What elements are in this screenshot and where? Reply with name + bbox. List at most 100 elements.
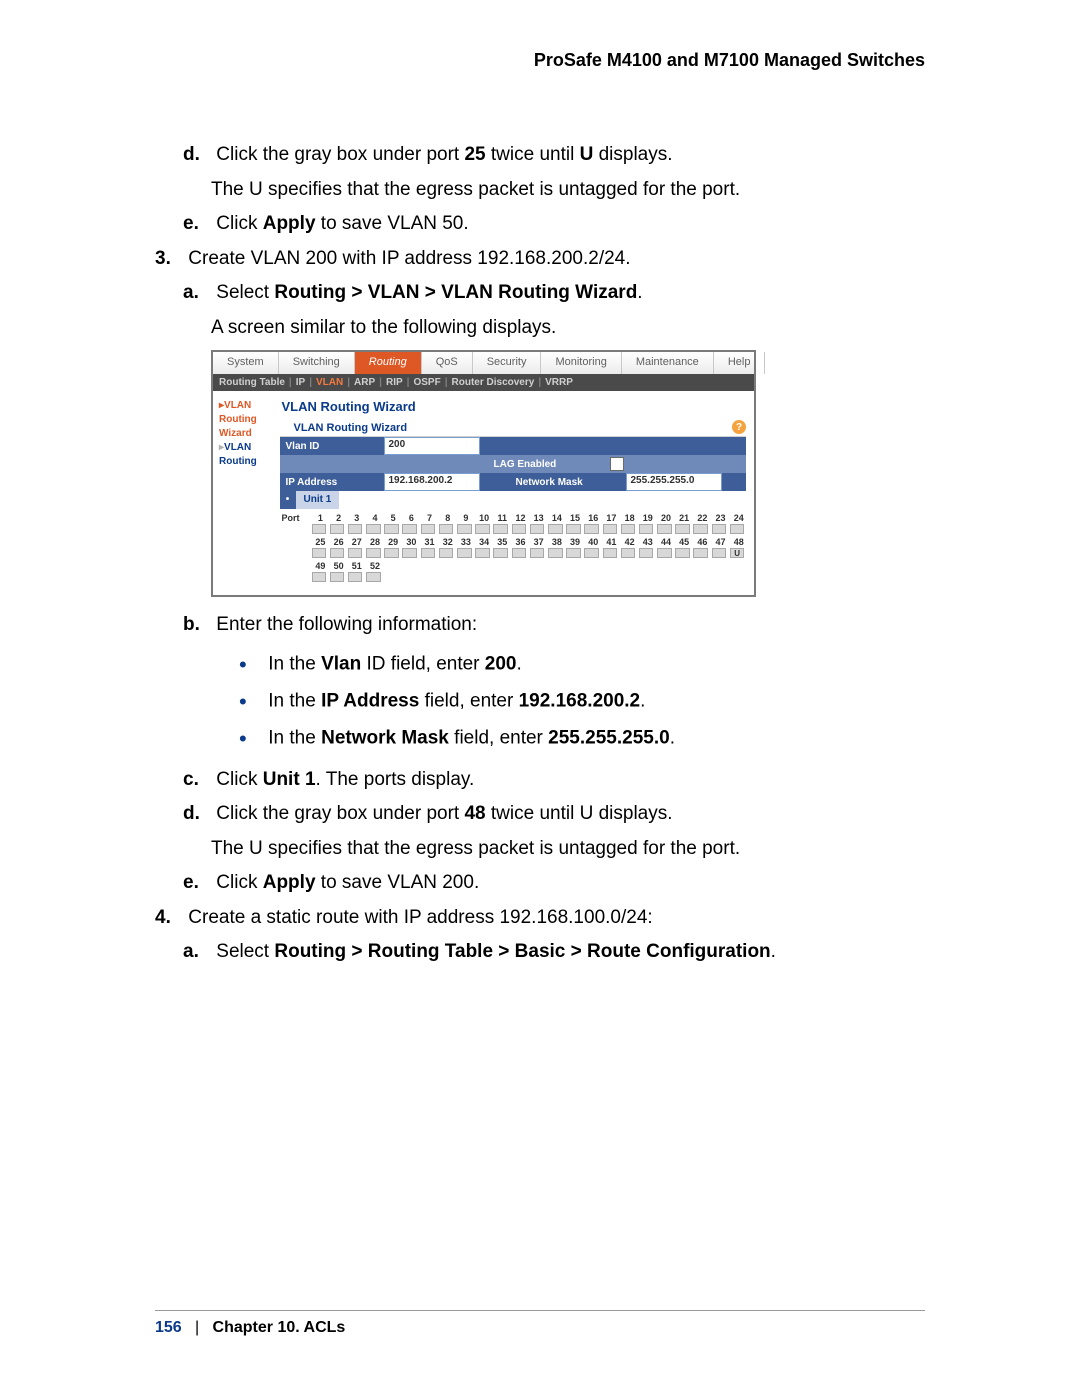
port-box-49[interactable] <box>312 572 327 582</box>
port-box-12[interactable] <box>512 524 527 534</box>
top-tab-switching[interactable]: Switching <box>279 352 355 374</box>
port-number: 10 <box>477 513 492 523</box>
port-box-5[interactable] <box>384 524 399 534</box>
port-box-30[interactable] <box>402 548 417 558</box>
port-box-23[interactable] <box>712 524 727 534</box>
label-lag-enabled: LAG Enabled <box>488 459 610 470</box>
port-box-31[interactable] <box>421 548 436 558</box>
port-box-32[interactable] <box>439 548 454 558</box>
port-box-21[interactable] <box>675 524 690 534</box>
port-box-42[interactable] <box>621 548 636 558</box>
port-box-15[interactable] <box>566 524 581 534</box>
port-box-37[interactable] <box>530 548 545 558</box>
port-number: 2 <box>331 513 346 523</box>
port-box-27[interactable] <box>348 548 363 558</box>
expand-icon[interactable]: • <box>280 491 296 509</box>
port-box-43[interactable] <box>639 548 654 558</box>
port-box-29[interactable] <box>384 548 399 558</box>
sidebar-item-vlan-routing[interactable]: VLAN Routing <box>219 441 276 469</box>
port-box-1[interactable] <box>312 524 327 534</box>
marker: 3. <box>155 245 183 274</box>
top-tab-monitoring[interactable]: Monitoring <box>541 352 621 374</box>
port-box-48[interactable]: U <box>730 548 745 558</box>
port-box-34[interactable] <box>475 548 490 558</box>
sub-tab-routing-table[interactable]: Routing Table <box>219 377 285 388</box>
port-box-8[interactable] <box>439 524 454 534</box>
port-box-17[interactable] <box>603 524 618 534</box>
unit-1-tab[interactable]: Unit 1 <box>296 491 340 509</box>
port-box-38[interactable] <box>548 548 563 558</box>
port-box-44[interactable] <box>657 548 672 558</box>
port-box-24[interactable] <box>730 524 745 534</box>
top-tab-security[interactable]: Security <box>473 352 542 374</box>
input-vlan-id[interactable]: 200 <box>384 437 480 455</box>
step-3e: e. Click Apply to save VLAN 200. <box>183 869 925 898</box>
sub-tab-arp[interactable]: ARP <box>354 377 375 388</box>
port-box-10[interactable] <box>475 524 490 534</box>
top-tab-help[interactable]: Help <box>714 352 766 374</box>
input-mask[interactable]: 255.255.255.0 <box>626 473 722 491</box>
sub-tab-ip[interactable]: IP <box>296 377 305 388</box>
help-icon[interactable]: ? <box>732 420 746 434</box>
step-3a: a. Select Routing > VLAN > VLAN Routing … <box>183 279 925 308</box>
port-box-41[interactable] <box>603 548 618 558</box>
port-box-33[interactable] <box>457 548 472 558</box>
step-3c: c. Click Unit 1. The ports display. <box>183 766 925 795</box>
port-number: 17 <box>604 513 619 523</box>
port-box-40[interactable] <box>584 548 599 558</box>
port-box-2[interactable] <box>330 524 345 534</box>
port-number: 35 <box>495 537 510 547</box>
port-box-19[interactable] <box>639 524 654 534</box>
port-box-25[interactable] <box>312 548 327 558</box>
port-box-28[interactable] <box>366 548 381 558</box>
sub-tab-rip[interactable]: RIP <box>386 377 403 388</box>
sub-tab-vrrp[interactable]: VRRP <box>545 377 573 388</box>
port-box-26[interactable] <box>330 548 345 558</box>
port-box-6[interactable] <box>402 524 417 534</box>
port-box-51[interactable] <box>348 572 363 582</box>
marker: c. <box>183 766 211 795</box>
port-box-14[interactable] <box>548 524 563 534</box>
port-box-16[interactable] <box>584 524 599 534</box>
sub-tab-vlan[interactable]: VLAN <box>316 377 343 388</box>
port-box-18[interactable] <box>621 524 636 534</box>
port-number: 47 <box>713 537 728 547</box>
top-tab-system[interactable]: System <box>213 352 279 374</box>
input-ip[interactable]: 192.168.200.2 <box>384 473 480 491</box>
port-number: 33 <box>459 537 474 547</box>
step-3: 3. Create VLAN 200 with IP address 192.1… <box>155 245 925 274</box>
port-box-39[interactable] <box>566 548 581 558</box>
top-tab-routing[interactable]: Routing <box>355 352 422 374</box>
port-box-45[interactable] <box>675 548 690 558</box>
list-item: • In the Network Mask field, enter 255.2… <box>239 720 925 757</box>
port-number: 37 <box>531 537 546 547</box>
top-tab-qos[interactable]: QoS <box>422 352 473 374</box>
port-number: 15 <box>568 513 583 523</box>
page-footer: 156 | Chapter 10. ACLs <box>155 1310 925 1337</box>
port-number: 38 <box>550 537 565 547</box>
top-tab-maintenance[interactable]: Maintenance <box>622 352 714 374</box>
port-box-3[interactable] <box>348 524 363 534</box>
checkbox-lag[interactable] <box>610 457 624 471</box>
port-box-47[interactable] <box>712 548 727 558</box>
port-box-20[interactable] <box>657 524 672 534</box>
port-number: 4 <box>368 513 383 523</box>
list-item: • In the Vlan ID field, enter 200. <box>239 646 925 683</box>
port-box-36[interactable] <box>512 548 527 558</box>
port-box-46[interactable] <box>693 548 708 558</box>
marker: e. <box>183 210 211 239</box>
port-box-52[interactable] <box>366 572 381 582</box>
port-box-22[interactable] <box>693 524 708 534</box>
sub-tab-router-discovery[interactable]: Router Discovery <box>452 377 535 388</box>
port-box-13[interactable] <box>530 524 545 534</box>
port-box-35[interactable] <box>493 548 508 558</box>
sub-tab-ospf[interactable]: OSPF <box>413 377 440 388</box>
port-box-50[interactable] <box>330 572 345 582</box>
sidebar-item-vlan-routing-wizard[interactable]: VLAN Routing Wizard <box>219 399 276 441</box>
port-number: 32 <box>440 537 455 547</box>
port-box-7[interactable] <box>421 524 436 534</box>
port-box-4[interactable] <box>366 524 381 534</box>
port-box-9[interactable] <box>457 524 472 534</box>
port-box-11[interactable] <box>493 524 508 534</box>
port-number: 26 <box>331 537 346 547</box>
